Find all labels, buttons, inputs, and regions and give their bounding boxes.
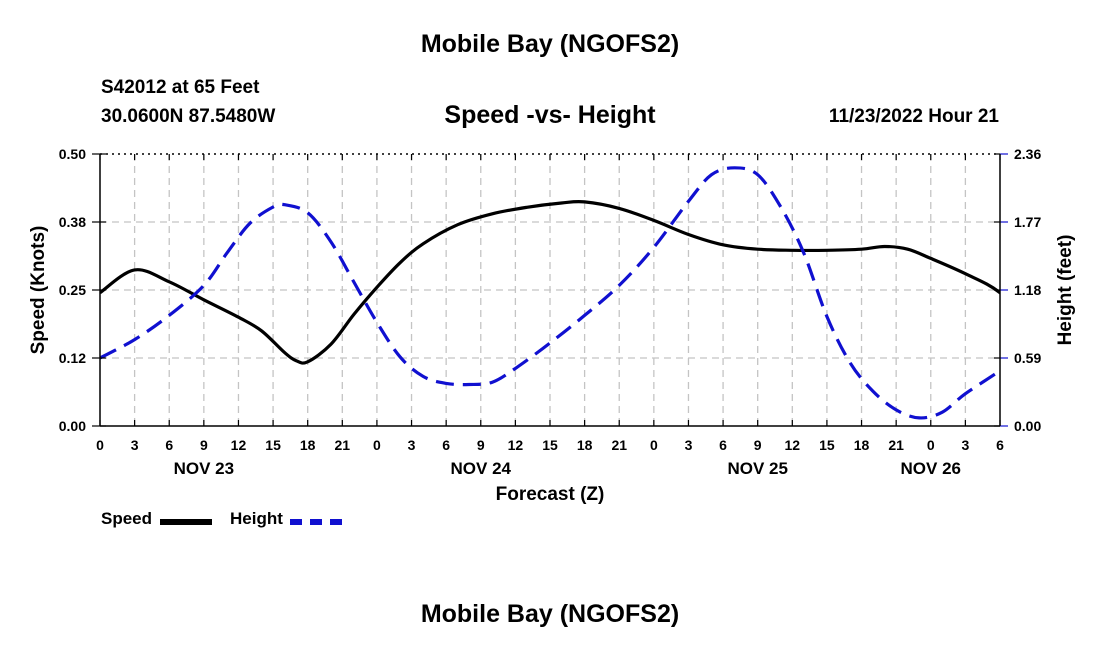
x-tick-label: 0 (927, 437, 935, 453)
x-tick-label: 3 (961, 437, 969, 453)
x-tick-label: 15 (542, 437, 558, 453)
y-tick-label-right: 2.36 (1014, 146, 1041, 162)
x-tick-label: 9 (200, 437, 208, 453)
day-label: NOV 25 (727, 459, 787, 478)
series-layer (100, 166, 1000, 420)
y-tick-label-left: 0.00 (59, 418, 86, 434)
grid-layer (100, 154, 1000, 426)
legend-speed-label: Speed (101, 509, 153, 528)
x-tick-label: 0 (373, 437, 381, 453)
x-tick-label: 6 (719, 437, 727, 453)
x-tick-label: 15 (265, 437, 281, 453)
x-tick-label: 3 (408, 437, 416, 453)
x-tick-label: 18 (854, 437, 870, 453)
y-tick-label-left: 0.50 (59, 146, 86, 162)
y-tick-label-left: 0.12 (59, 350, 86, 366)
x-tick-label: 15 (819, 437, 835, 453)
coordinates-label: 30.0600N 87.5480W (101, 106, 276, 127)
x-tick-label: 9 (754, 437, 762, 453)
x-tick-label: 9 (477, 437, 485, 453)
x-tick-label: 0 (96, 437, 104, 453)
chart-main-title: Mobile Bay (NGOFS2) (420, 30, 680, 58)
x-tick-label: 12 (785, 437, 801, 453)
y-tick-label-right: 0.59 (1014, 350, 1041, 366)
day-label: NOV 24 (451, 459, 512, 478)
x-tick-label: 6 (996, 437, 1004, 453)
x-tick-label: 12 (231, 437, 247, 453)
labels-layer: 0 3 6 9 12 15 18 21 0 3 6 9 12 15 18 21 0 3 6 9 12 15 18 21 0 3 60… (28, 146, 1076, 505)
x-tick-label: 6 (165, 437, 173, 453)
x-tick-label: 21 (335, 437, 351, 453)
forecast-datetime: 11/23/2022 Hour 21 (828, 106, 999, 127)
legend-speed-swatch (160, 519, 212, 525)
x-tick-label: 0 (650, 437, 658, 453)
x-axis-title: Forecast (Z) (496, 484, 605, 505)
chart-main-title-repeat: Mobile Bay (NGOFS2) (420, 600, 680, 628)
y-tick-label-right: 1.18 (1014, 282, 1041, 298)
legend-height-swatch (290, 519, 342, 525)
x-tick-label: 6 (442, 437, 450, 453)
station-label: S42012 at 65 Feet (101, 77, 260, 98)
y-tick-label-right: 0.00 (1014, 418, 1041, 434)
day-label: NOV 26 (901, 459, 961, 478)
x-tick-label: 3 (685, 437, 693, 453)
x-tick-label: 18 (300, 437, 316, 453)
axes-layer (92, 153, 1008, 427)
x-tick-label: 12 (508, 437, 524, 453)
y-tick-label-left: 0.38 (59, 214, 86, 230)
series-line-speed (100, 199, 1000, 365)
x-tick-label: 3 (131, 437, 139, 453)
x-tick-label: 18 (577, 437, 593, 453)
y-tick-label-right: 1.77 (1014, 214, 1041, 230)
y-tick-label-left: 0.25 (59, 282, 86, 298)
y-axis-title-right: Height (feet) (1055, 235, 1076, 346)
x-tick-label: 21 (611, 437, 627, 453)
day-label: NOV 23 (174, 459, 234, 478)
legend-height-label: Height (230, 509, 283, 528)
series-line-height (100, 166, 1000, 420)
chart-subtitle: Speed -vs- Height (444, 101, 656, 129)
x-tick-label: 21 (888, 437, 904, 453)
y-axis-title-left: Speed (Knots) (28, 226, 49, 355)
